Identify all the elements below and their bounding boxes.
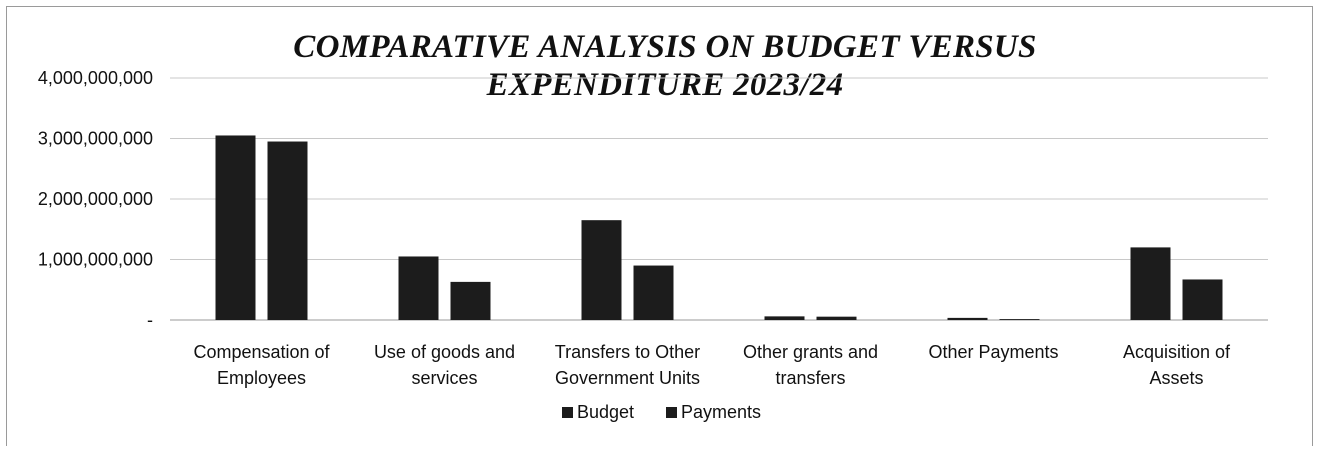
x-tick-label: Transfers to Other bbox=[555, 342, 700, 362]
x-tick-label: Other Payments bbox=[928, 342, 1058, 362]
bar-budget-1 bbox=[215, 135, 256, 320]
bar-payments-5 bbox=[999, 319, 1040, 320]
bar-budget-5 bbox=[947, 317, 988, 320]
bar-payments-1 bbox=[267, 141, 308, 320]
bar-budget-3 bbox=[581, 220, 622, 320]
legend-label-budget: Budget bbox=[577, 402, 634, 422]
x-tick-label: Employees bbox=[217, 368, 306, 388]
y-tick-label: 2,000,000,000 bbox=[38, 189, 153, 209]
bar-budget-4 bbox=[764, 316, 805, 320]
x-tick-label: Other grants and bbox=[743, 342, 878, 362]
y-tick-label: - bbox=[147, 310, 153, 330]
x-tick-label: Assets bbox=[1149, 368, 1203, 388]
chart-title-line-2: EXPENDITURE 2023/24 bbox=[486, 67, 844, 103]
bar-payments-6 bbox=[1182, 279, 1223, 320]
chart-title-line-1: COMPARATIVE ANALYSIS ON BUDGET VERSUS bbox=[293, 29, 1037, 65]
x-tick-label: transfers bbox=[775, 368, 845, 388]
chart-title: COMPARATIVE ANALYSIS ON BUDGET VERSUS EX… bbox=[180, 28, 1150, 104]
legend-swatch-budget bbox=[562, 407, 573, 418]
x-tick-label: services bbox=[411, 368, 477, 388]
y-tick-label: 1,000,000,000 bbox=[38, 250, 153, 270]
x-tick-label: Use of goods and bbox=[374, 342, 515, 362]
bar-payments-4 bbox=[816, 316, 857, 320]
bar-payments-2 bbox=[450, 281, 491, 320]
legend-swatch-payments bbox=[666, 407, 677, 418]
bar-budget-2 bbox=[398, 256, 439, 320]
x-tick-label: Acquisition of bbox=[1123, 342, 1231, 362]
y-tick-label: 4,000,000,000 bbox=[38, 68, 153, 88]
x-tick-label: Government Units bbox=[555, 368, 700, 388]
chart-frame bbox=[6, 6, 1313, 446]
bar-budget-6 bbox=[1130, 247, 1171, 320]
legend-label-payments: Payments bbox=[681, 402, 761, 422]
bar-payments-3 bbox=[633, 265, 674, 320]
y-tick-label: 3,000,000,000 bbox=[38, 129, 153, 149]
x-tick-label: Compensation of bbox=[193, 342, 330, 362]
